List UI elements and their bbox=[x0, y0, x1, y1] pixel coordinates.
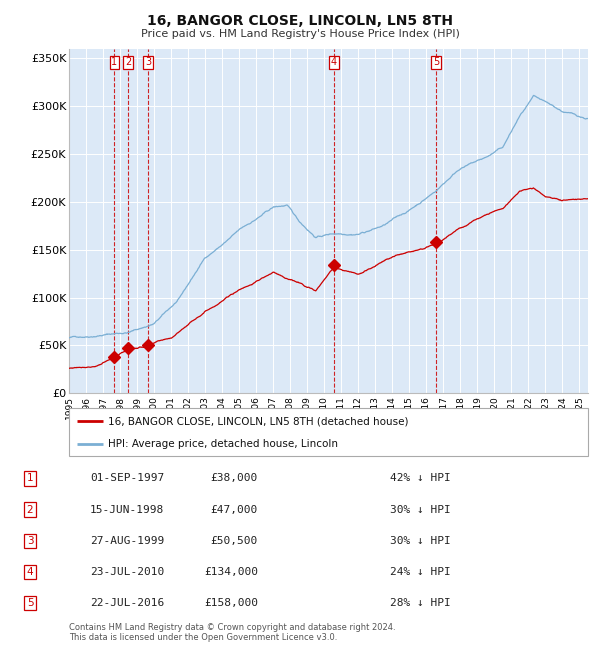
Text: £134,000: £134,000 bbox=[204, 567, 258, 577]
Text: 2: 2 bbox=[125, 57, 131, 68]
Text: £158,000: £158,000 bbox=[204, 598, 258, 608]
Text: 1: 1 bbox=[112, 57, 118, 68]
Text: 27-AUG-1999: 27-AUG-1999 bbox=[90, 536, 164, 546]
Text: 4: 4 bbox=[26, 567, 34, 577]
Text: HPI: Average price, detached house, Lincoln: HPI: Average price, detached house, Linc… bbox=[108, 439, 338, 448]
Text: 5: 5 bbox=[433, 57, 439, 68]
Text: 4: 4 bbox=[331, 57, 337, 68]
Text: 24% ↓ HPI: 24% ↓ HPI bbox=[390, 567, 451, 577]
Text: 1: 1 bbox=[26, 473, 34, 484]
Text: 16, BANGOR CLOSE, LINCOLN, LN5 8TH: 16, BANGOR CLOSE, LINCOLN, LN5 8TH bbox=[147, 14, 453, 29]
Text: 42% ↓ HPI: 42% ↓ HPI bbox=[390, 473, 451, 484]
Text: £50,500: £50,500 bbox=[211, 536, 258, 546]
Text: 2: 2 bbox=[26, 504, 34, 515]
Text: £47,000: £47,000 bbox=[211, 504, 258, 515]
Text: 22-JUL-2016: 22-JUL-2016 bbox=[90, 598, 164, 608]
Text: 30% ↓ HPI: 30% ↓ HPI bbox=[390, 536, 451, 546]
Text: 15-JUN-1998: 15-JUN-1998 bbox=[90, 504, 164, 515]
Text: Contains HM Land Registry data © Crown copyright and database right 2024.: Contains HM Land Registry data © Crown c… bbox=[69, 623, 395, 632]
Text: 23-JUL-2010: 23-JUL-2010 bbox=[90, 567, 164, 577]
Text: 28% ↓ HPI: 28% ↓ HPI bbox=[390, 598, 451, 608]
Text: 01-SEP-1997: 01-SEP-1997 bbox=[90, 473, 164, 484]
Text: This data is licensed under the Open Government Licence v3.0.: This data is licensed under the Open Gov… bbox=[69, 633, 337, 642]
FancyBboxPatch shape bbox=[69, 408, 588, 456]
Text: Price paid vs. HM Land Registry's House Price Index (HPI): Price paid vs. HM Land Registry's House … bbox=[140, 29, 460, 38]
Text: 30% ↓ HPI: 30% ↓ HPI bbox=[390, 504, 451, 515]
Text: £38,000: £38,000 bbox=[211, 473, 258, 484]
Text: 3: 3 bbox=[26, 536, 34, 546]
Text: 5: 5 bbox=[26, 598, 34, 608]
Text: 3: 3 bbox=[145, 57, 151, 68]
Text: 16, BANGOR CLOSE, LINCOLN, LN5 8TH (detached house): 16, BANGOR CLOSE, LINCOLN, LN5 8TH (deta… bbox=[108, 416, 409, 426]
